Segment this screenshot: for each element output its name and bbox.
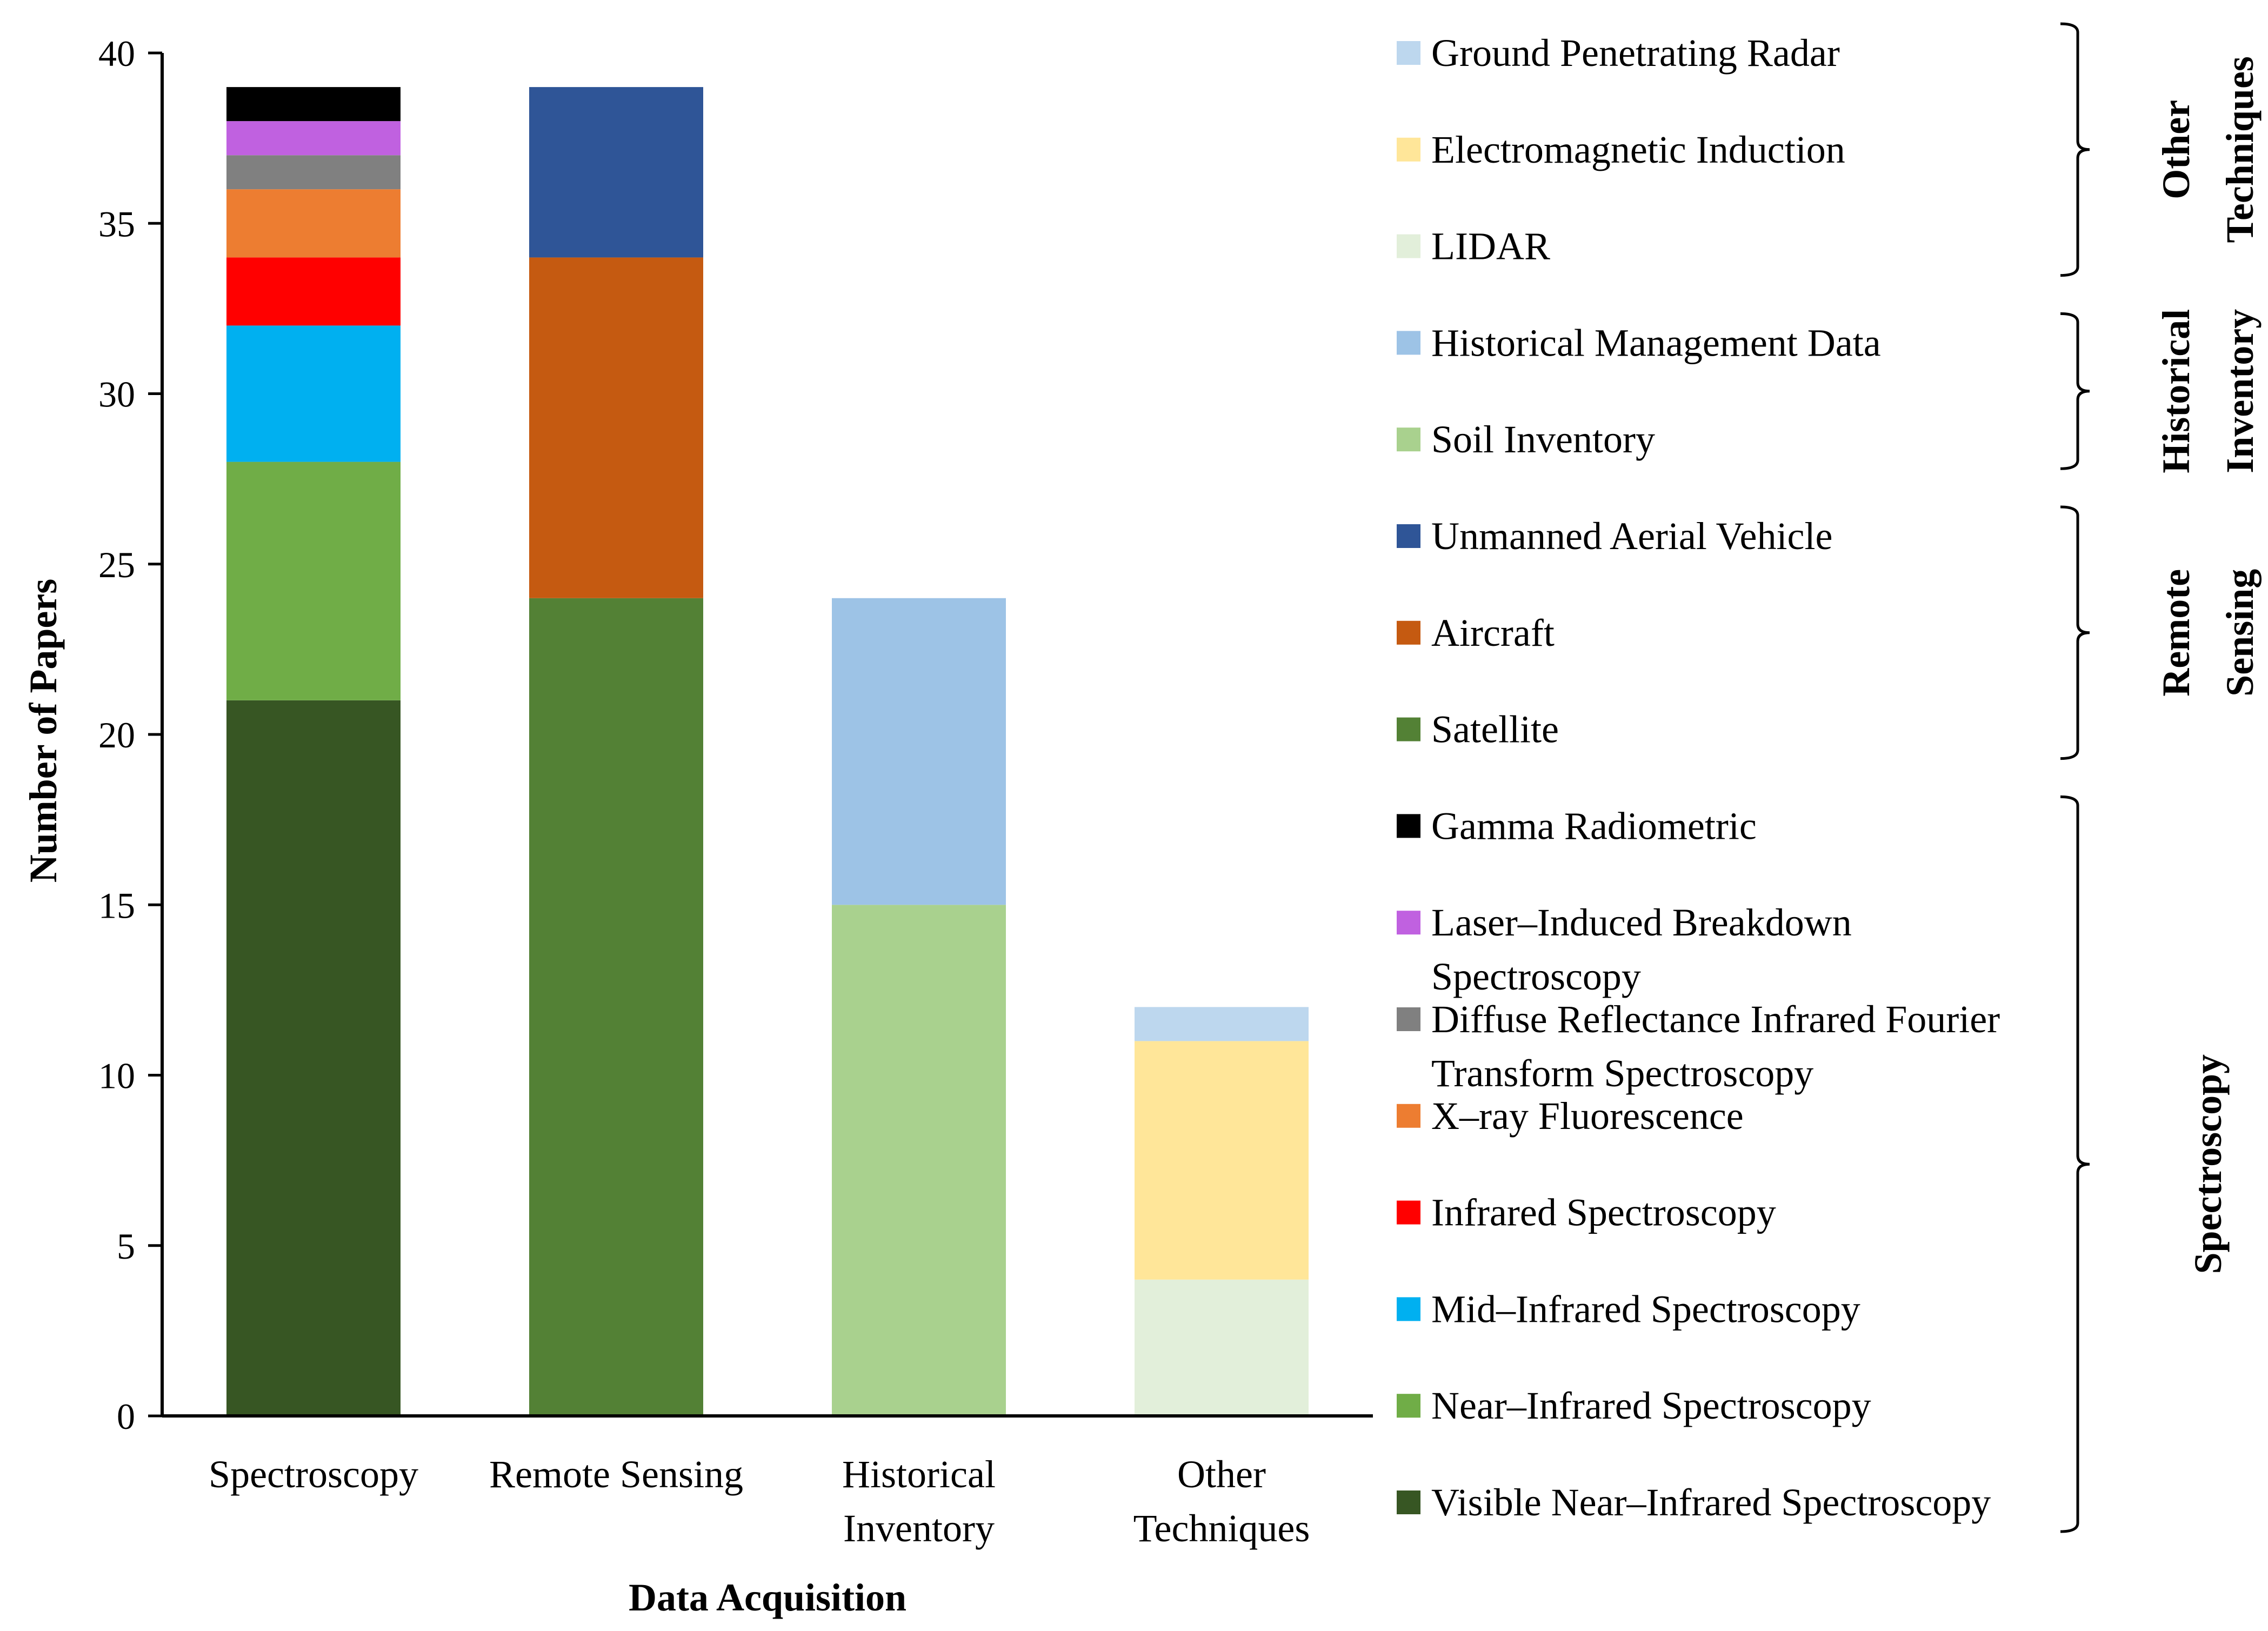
legend-item: Soil Inventory bbox=[1397, 418, 1655, 461]
bar-segment bbox=[226, 325, 401, 462]
legend-label: Electromagnetic Induction bbox=[1431, 128, 1845, 171]
legend-item: Unmanned Aerial Vehicle bbox=[1397, 514, 1832, 558]
bar-segment bbox=[226, 462, 401, 700]
legend-item: Aircraft bbox=[1397, 611, 1555, 654]
legend-label: Near–Infrared Spectroscopy bbox=[1431, 1384, 1871, 1427]
bar-segment bbox=[832, 598, 1006, 905]
bar-segment bbox=[226, 121, 401, 156]
y-tick-label: 30 bbox=[98, 374, 135, 415]
legend-groups: Other Techniques Historical Inventory Remote… bbox=[2060, 22, 2262, 1533]
legend-swatch bbox=[1397, 427, 1420, 452]
legend-label: Historical Management Data bbox=[1431, 321, 1881, 364]
group-brace bbox=[2060, 312, 2090, 470]
group-label: Remote Sensing bbox=[2154, 569, 2262, 697]
legend-label: Diffuse Reflectance Infrared Fourier Tran… bbox=[1431, 998, 2000, 1095]
legend-group: Remote Sensing bbox=[2060, 505, 2262, 760]
legend-label: Satellite bbox=[1431, 708, 1559, 751]
legend-label: LIDAR bbox=[1431, 225, 1550, 268]
legend-swatch bbox=[1397, 1104, 1420, 1128]
y-tick-label: 0 bbox=[117, 1396, 135, 1437]
legend-swatch bbox=[1397, 814, 1420, 838]
legend-swatch bbox=[1397, 1394, 1420, 1418]
legend-label: Visible Near–Infrared Spectroscopy bbox=[1431, 1481, 1991, 1524]
x-category-label: Spectroscopy bbox=[209, 1453, 418, 1496]
legend-label: Mid–Infrared Spectroscopy bbox=[1431, 1287, 1860, 1331]
bar-segment bbox=[226, 87, 401, 122]
legend-item: Infrared Spectroscopy bbox=[1397, 1191, 1776, 1234]
bar-segment bbox=[1135, 1041, 1309, 1280]
y-tick-label: 40 bbox=[98, 33, 135, 74]
legend-swatch bbox=[1397, 717, 1420, 741]
bar-segment bbox=[529, 87, 703, 258]
bar-segment bbox=[1135, 1279, 1309, 1416]
group-label: Other Techniques bbox=[2154, 56, 2262, 243]
bar-segment bbox=[529, 598, 703, 1416]
legend-label: Gamma Radiometric bbox=[1431, 804, 1757, 847]
legend-item: Electromagnetic Induction bbox=[1397, 128, 1845, 171]
legend-swatch bbox=[1397, 1297, 1420, 1321]
x-category-label: Historical Inventory bbox=[842, 1453, 996, 1550]
legend-label: Laser–Induced Breakdown Spectroscopy bbox=[1431, 901, 1852, 998]
x-axis-title: Data Acquisition bbox=[629, 1576, 906, 1619]
legend-swatch bbox=[1397, 524, 1420, 548]
legend-item: X–ray Fluorescence bbox=[1397, 1094, 1744, 1138]
bar-segment bbox=[832, 905, 1006, 1416]
legend-label: Ground Penetrating Radar bbox=[1431, 31, 1840, 75]
legend-item: Gamma Radiometric bbox=[1397, 804, 1757, 847]
y-tick-label: 25 bbox=[98, 544, 135, 585]
legend-group: Historical Inventory bbox=[2060, 309, 2262, 473]
legend-label: X–ray Fluorescence bbox=[1431, 1094, 1744, 1138]
legend-swatch bbox=[1397, 41, 1420, 65]
bars bbox=[226, 87, 1309, 1416]
legend-item: Historical Management Data bbox=[1397, 321, 1881, 364]
bar-segment bbox=[1135, 1007, 1309, 1041]
legend-swatch bbox=[1397, 1200, 1420, 1225]
legend-group: Spectroscopy bbox=[2060, 795, 2230, 1533]
y-tick-label: 10 bbox=[98, 1055, 135, 1097]
legend-swatch bbox=[1397, 1490, 1420, 1514]
legend-item: Ground Penetrating Radar bbox=[1397, 31, 1840, 75]
bar-segment bbox=[529, 257, 703, 598]
axes: 0 5 10 15 20 25 30 35 40 Spectroscopy Remote Sensi… bbox=[98, 33, 1373, 1550]
bar-segment bbox=[226, 257, 401, 326]
bar-segment bbox=[226, 189, 401, 258]
legend-item: Satellite bbox=[1397, 708, 1559, 751]
bar-segment bbox=[226, 155, 401, 190]
bar-segment bbox=[226, 700, 401, 1416]
legend-item: Diffuse Reflectance Infrared Fourier Tran… bbox=[1397, 998, 2000, 1095]
x-category-label: Other Techniques bbox=[1133, 1453, 1310, 1550]
legend-item: Near–Infrared Spectroscopy bbox=[1397, 1384, 1871, 1427]
group-brace bbox=[2060, 505, 2090, 760]
legend-item: Laser–Induced Breakdown Spectroscopy bbox=[1397, 901, 1852, 998]
legend-group: Other Techniques bbox=[2060, 22, 2262, 277]
legend-item: Visible Near–Infrared Spectroscopy bbox=[1397, 1481, 1991, 1524]
legend-swatch bbox=[1397, 137, 1420, 162]
group-label: Historical Inventory bbox=[2154, 309, 2262, 473]
legend-swatch bbox=[1397, 1007, 1420, 1031]
legend-label: Soil Inventory bbox=[1431, 418, 1655, 461]
legend: Ground Penetrating Radar Electromagnetic … bbox=[1397, 31, 2000, 1524]
x-category-label: Remote Sensing bbox=[489, 1453, 743, 1496]
legend-label: Unmanned Aerial Vehicle bbox=[1431, 514, 1832, 558]
legend-swatch bbox=[1397, 911, 1420, 935]
legend-item: Mid–Infrared Spectroscopy bbox=[1397, 1287, 1860, 1331]
y-tick-label: 20 bbox=[98, 714, 135, 756]
y-tick-label: 35 bbox=[98, 203, 135, 244]
legend-label: Aircraft bbox=[1431, 611, 1555, 654]
y-axis-title: Number of Papers bbox=[22, 579, 65, 883]
y-tick-label: 5 bbox=[117, 1226, 135, 1267]
legend-label: Infrared Spectroscopy bbox=[1431, 1191, 1776, 1234]
legend-swatch bbox=[1397, 620, 1420, 645]
legend-swatch bbox=[1397, 331, 1420, 355]
legend-swatch bbox=[1397, 234, 1420, 258]
group-brace bbox=[2060, 22, 2090, 277]
y-tick-label: 15 bbox=[98, 885, 135, 926]
legend-item: LIDAR bbox=[1397, 225, 1550, 268]
group-label: Spectroscopy bbox=[2186, 1054, 2230, 1274]
group-brace bbox=[2060, 795, 2090, 1533]
